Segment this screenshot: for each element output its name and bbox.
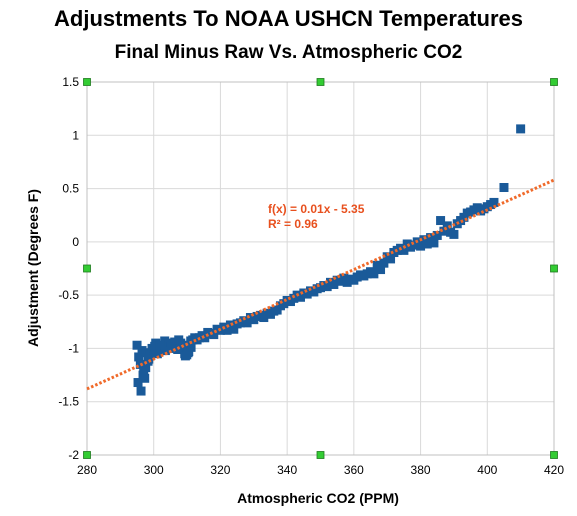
data-point [436,216,446,226]
y-tick-label: 1.5 [62,75,79,89]
y-tick-label: 0 [72,235,79,249]
data-point [229,324,239,334]
resize-handle[interactable] [83,264,91,273]
data-point [132,340,142,350]
data-point [442,221,452,231]
data-point [134,352,144,362]
x-tick-label: 280 [77,463,97,477]
data-point [376,265,386,275]
data-point [499,183,509,193]
y-tick-label: 1 [72,128,79,142]
resize-handle[interactable] [550,451,558,459]
data-point [416,241,426,251]
resize-handle[interactable] [550,264,558,273]
y-axis-label: Adjustment (Degrees F) [25,189,41,347]
y-tick-label: -1 [68,341,79,355]
resize-handle[interactable] [316,451,325,459]
resize-handle[interactable] [316,78,325,86]
data-point [439,226,449,236]
x-tick-label: 380 [411,463,431,477]
data-point [426,233,436,243]
x-tick-label: 300 [144,463,164,477]
data-points [132,124,526,396]
y-tick-label: -0.5 [58,288,79,302]
data-point [369,269,379,279]
x-tick-label: 340 [277,463,297,477]
data-point [516,124,526,134]
plot-frame [86,81,555,456]
data-point [449,229,459,239]
x-axis-label: Atmospheric CO2 (PPM) [237,490,399,506]
data-point [136,386,146,396]
resize-handle[interactable] [550,78,558,86]
x-tick-label: 360 [344,463,364,477]
x-tick-label: 420 [544,463,564,477]
data-point [138,370,148,380]
data-point [133,378,143,388]
x-tick-label: 320 [210,463,230,477]
chart-title: Adjustments To NOAA USHCN Temperatures [54,6,523,31]
data-point [242,318,252,328]
data-point [489,197,499,207]
trendline-r-squared: R² = 0.96 [268,217,318,231]
data-point [160,346,170,356]
data-point [183,348,193,358]
data-point [432,230,442,240]
tick-labels: 280 300 320 340 360 380 400 420 1.5 1 0.5 0 -0.5 -1 -1… [58,75,564,477]
data-point [429,238,439,248]
data-point [222,325,232,335]
data-point [155,340,165,350]
data-point [209,330,219,340]
chart-subtitle: Final Minus Raw Vs. Atmospheric CO2 [114,42,463,63]
resize-handle[interactable] [83,451,91,459]
selection-handles[interactable] [83,78,558,459]
resize-handle[interactable] [83,78,91,86]
y-tick-label: 0.5 [62,182,79,196]
y-tick-label: -1.5 [58,395,79,409]
data-point [150,341,160,351]
data-point [386,254,396,264]
data-point [152,349,162,359]
data-point [399,245,409,255]
data-point [186,342,196,352]
data-point [379,258,389,268]
data-point [173,344,183,354]
data-point [422,239,432,249]
data-point [166,342,176,352]
data-point [144,354,154,364]
y-tick-label: -2 [68,448,79,462]
grid [86,81,555,456]
data-point [141,363,151,373]
x-tick-label: 400 [477,463,497,477]
trendline-equation: f(x) = 0.01x - 5.35 [268,202,365,216]
